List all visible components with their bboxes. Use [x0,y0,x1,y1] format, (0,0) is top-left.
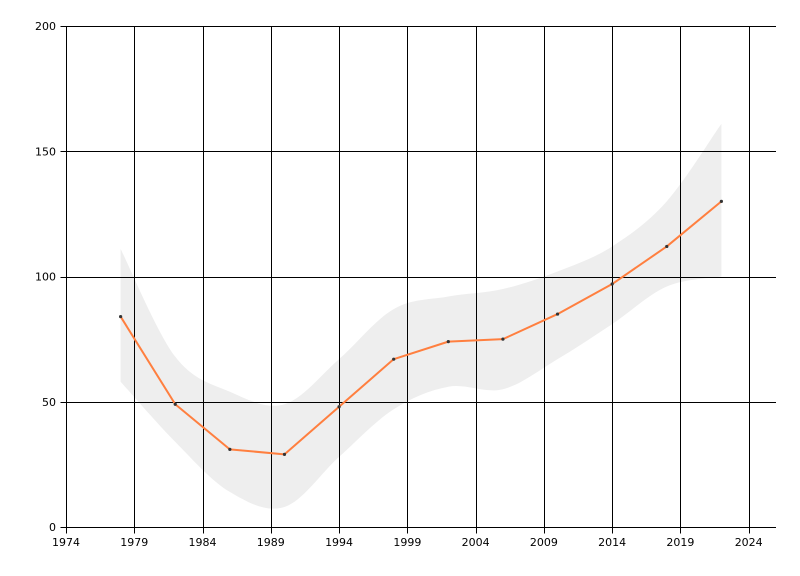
tick-label-layer: 0 50 100 150 200 1974 1979 1984 1989 1994 1999 2004… [35,20,763,549]
axis-layer [60,26,776,534]
x-tick-label: 2004 [462,536,490,549]
data-point [446,340,450,344]
data-point [282,452,287,456]
data-point [392,357,396,361]
data-point [719,199,723,203]
data-point [173,402,177,406]
data-point [119,314,123,319]
data-point [610,282,614,286]
y-tick-label: 0 [49,521,56,534]
y-tick-label: 200 [35,20,56,33]
x-tick-label: 1979 [120,536,148,549]
data-point [555,312,560,316]
x-tick-label: 2024 [735,536,763,549]
x-tick-label: 2019 [666,536,694,549]
confidence-band-layer [120,123,722,509]
data-point [337,405,341,409]
x-tick-label: 1994 [325,536,353,549]
data-point [228,447,232,451]
series-layer [119,199,723,456]
x-tick-label: 1999 [393,536,421,549]
y-tick-label: 100 [35,271,56,284]
series-line [119,200,723,456]
x-tick-label: 2009 [530,536,558,549]
data-point [665,244,669,249]
y-tick-label: 50 [42,396,56,409]
x-tick-label: 1989 [257,536,285,549]
y-tick-label: 150 [35,145,56,158]
x-tick-label: 1984 [189,536,217,549]
confidence-band [120,123,722,509]
data-point [501,337,505,341]
x-tick-label: 2014 [598,536,626,549]
grid-layer [66,26,776,527]
x-tick-label: 1974 [52,536,80,549]
